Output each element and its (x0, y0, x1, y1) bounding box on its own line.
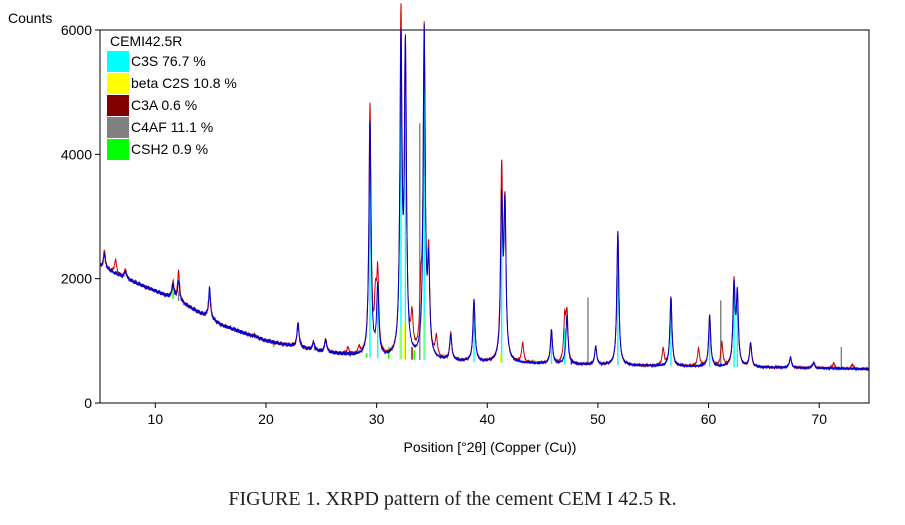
legend-swatch (107, 139, 129, 160)
x-tick-label: 60 (701, 411, 717, 427)
y-tick-label: 4000 (61, 146, 92, 162)
figure-caption: FIGURE 1. XRPD pattern of the cement CEM… (0, 488, 905, 511)
y-axis-label: Counts (8, 10, 52, 26)
x-tick-label: 40 (479, 411, 495, 427)
legend-swatch (107, 117, 129, 138)
legend-label: CSH2 0.9 % (131, 141, 208, 157)
pattern-lines (99, 3, 870, 372)
legend: CEMI42.5R C3S 76.7 % beta C2S 10.8 % C3A 0… (107, 33, 237, 160)
legend-title: CEMI42.5R (110, 33, 182, 49)
x-axis-label: Position [°2θ] (Copper (Cu)) (404, 439, 577, 455)
calculated-pattern-line (99, 24, 870, 372)
legend-swatch (107, 51, 129, 72)
y-tick-label: 0 (84, 395, 92, 411)
legend-label: C3A 0.6 % (131, 97, 197, 113)
xrpd-chart: 10 20 30 40 50 60 70 0 2000 4000 6000 Counts Posi… (8, 3, 870, 455)
x-tick-label: 70 (811, 411, 827, 427)
y-axis: 0 2000 4000 6000 (61, 22, 100, 411)
x-tick-label: 20 (258, 411, 274, 427)
y-tick-label: 2000 (61, 271, 92, 287)
legend-swatch (107, 95, 129, 116)
caption-label: FIGURE 1. (228, 488, 321, 510)
legend-swatch (107, 73, 129, 94)
plot-area (99, 29, 870, 404)
x-tick-label: 30 (369, 411, 385, 427)
legend-label: C3S 76.7 % (131, 53, 206, 69)
legend-label: beta C2S 10.8 % (131, 75, 237, 91)
x-tick-label: 10 (148, 411, 164, 427)
y-tick-label: 6000 (61, 22, 92, 38)
legend-label: C4AF 11.1 % (131, 119, 213, 135)
x-axis: 10 20 30 40 50 60 70 (148, 403, 827, 427)
x-tick-label: 50 (590, 411, 606, 427)
caption-text: XRPD pattern of the cement CEM I 42.5 R. (325, 488, 677, 510)
